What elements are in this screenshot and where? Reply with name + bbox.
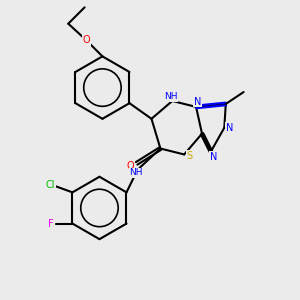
Text: N: N (194, 97, 201, 106)
Text: O: O (82, 35, 90, 45)
Text: S: S (187, 151, 193, 161)
Text: Cl: Cl (45, 180, 55, 190)
Text: NH: NH (129, 168, 143, 177)
Text: N: N (226, 123, 233, 133)
Text: NH: NH (164, 92, 178, 101)
Text: F: F (48, 219, 54, 229)
Text: N: N (210, 152, 217, 162)
Text: O: O (127, 161, 134, 171)
